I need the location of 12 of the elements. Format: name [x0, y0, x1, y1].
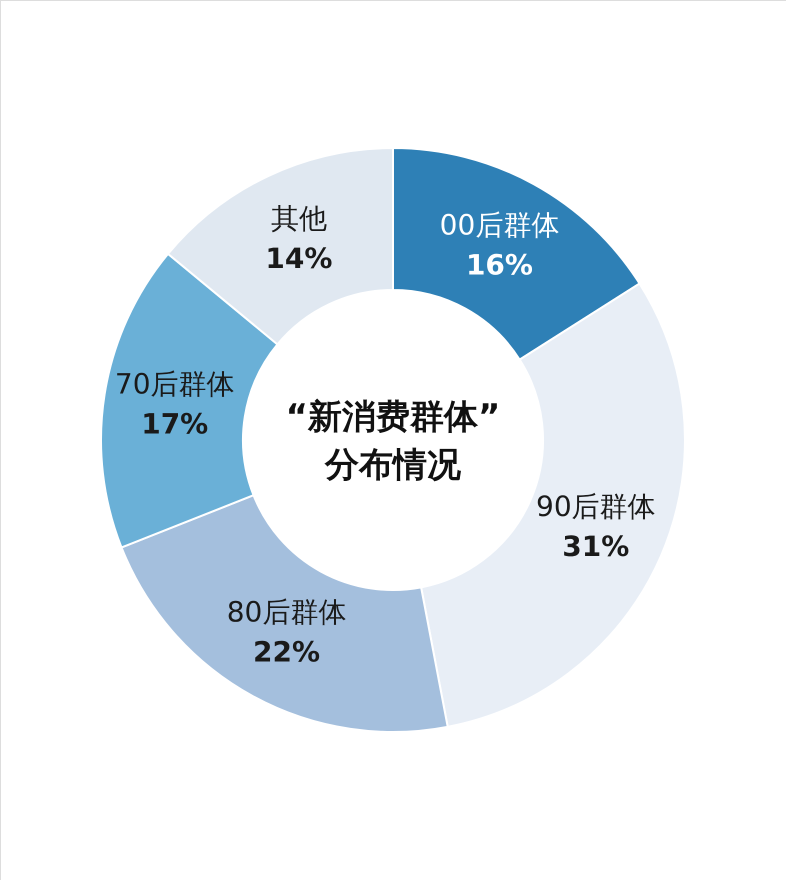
- data-label: 17%: [141, 407, 208, 440]
- text: 分布情况: [324, 445, 462, 485]
- slice-label: 80后群体: [226, 596, 346, 629]
- text: “新消费群体”: [286, 397, 500, 437]
- data-label: 31%: [562, 530, 630, 563]
- data-label: 16%: [466, 248, 533, 282]
- slice-label: 70后群体: [114, 367, 235, 400]
- slice-label: 00后群体: [440, 208, 560, 242]
- slice-label: 90后群体: [536, 490, 656, 523]
- data-label: 22%: [253, 636, 320, 669]
- slice-label: 其他: [270, 202, 327, 236]
- data-label: 14%: [265, 242, 332, 276]
